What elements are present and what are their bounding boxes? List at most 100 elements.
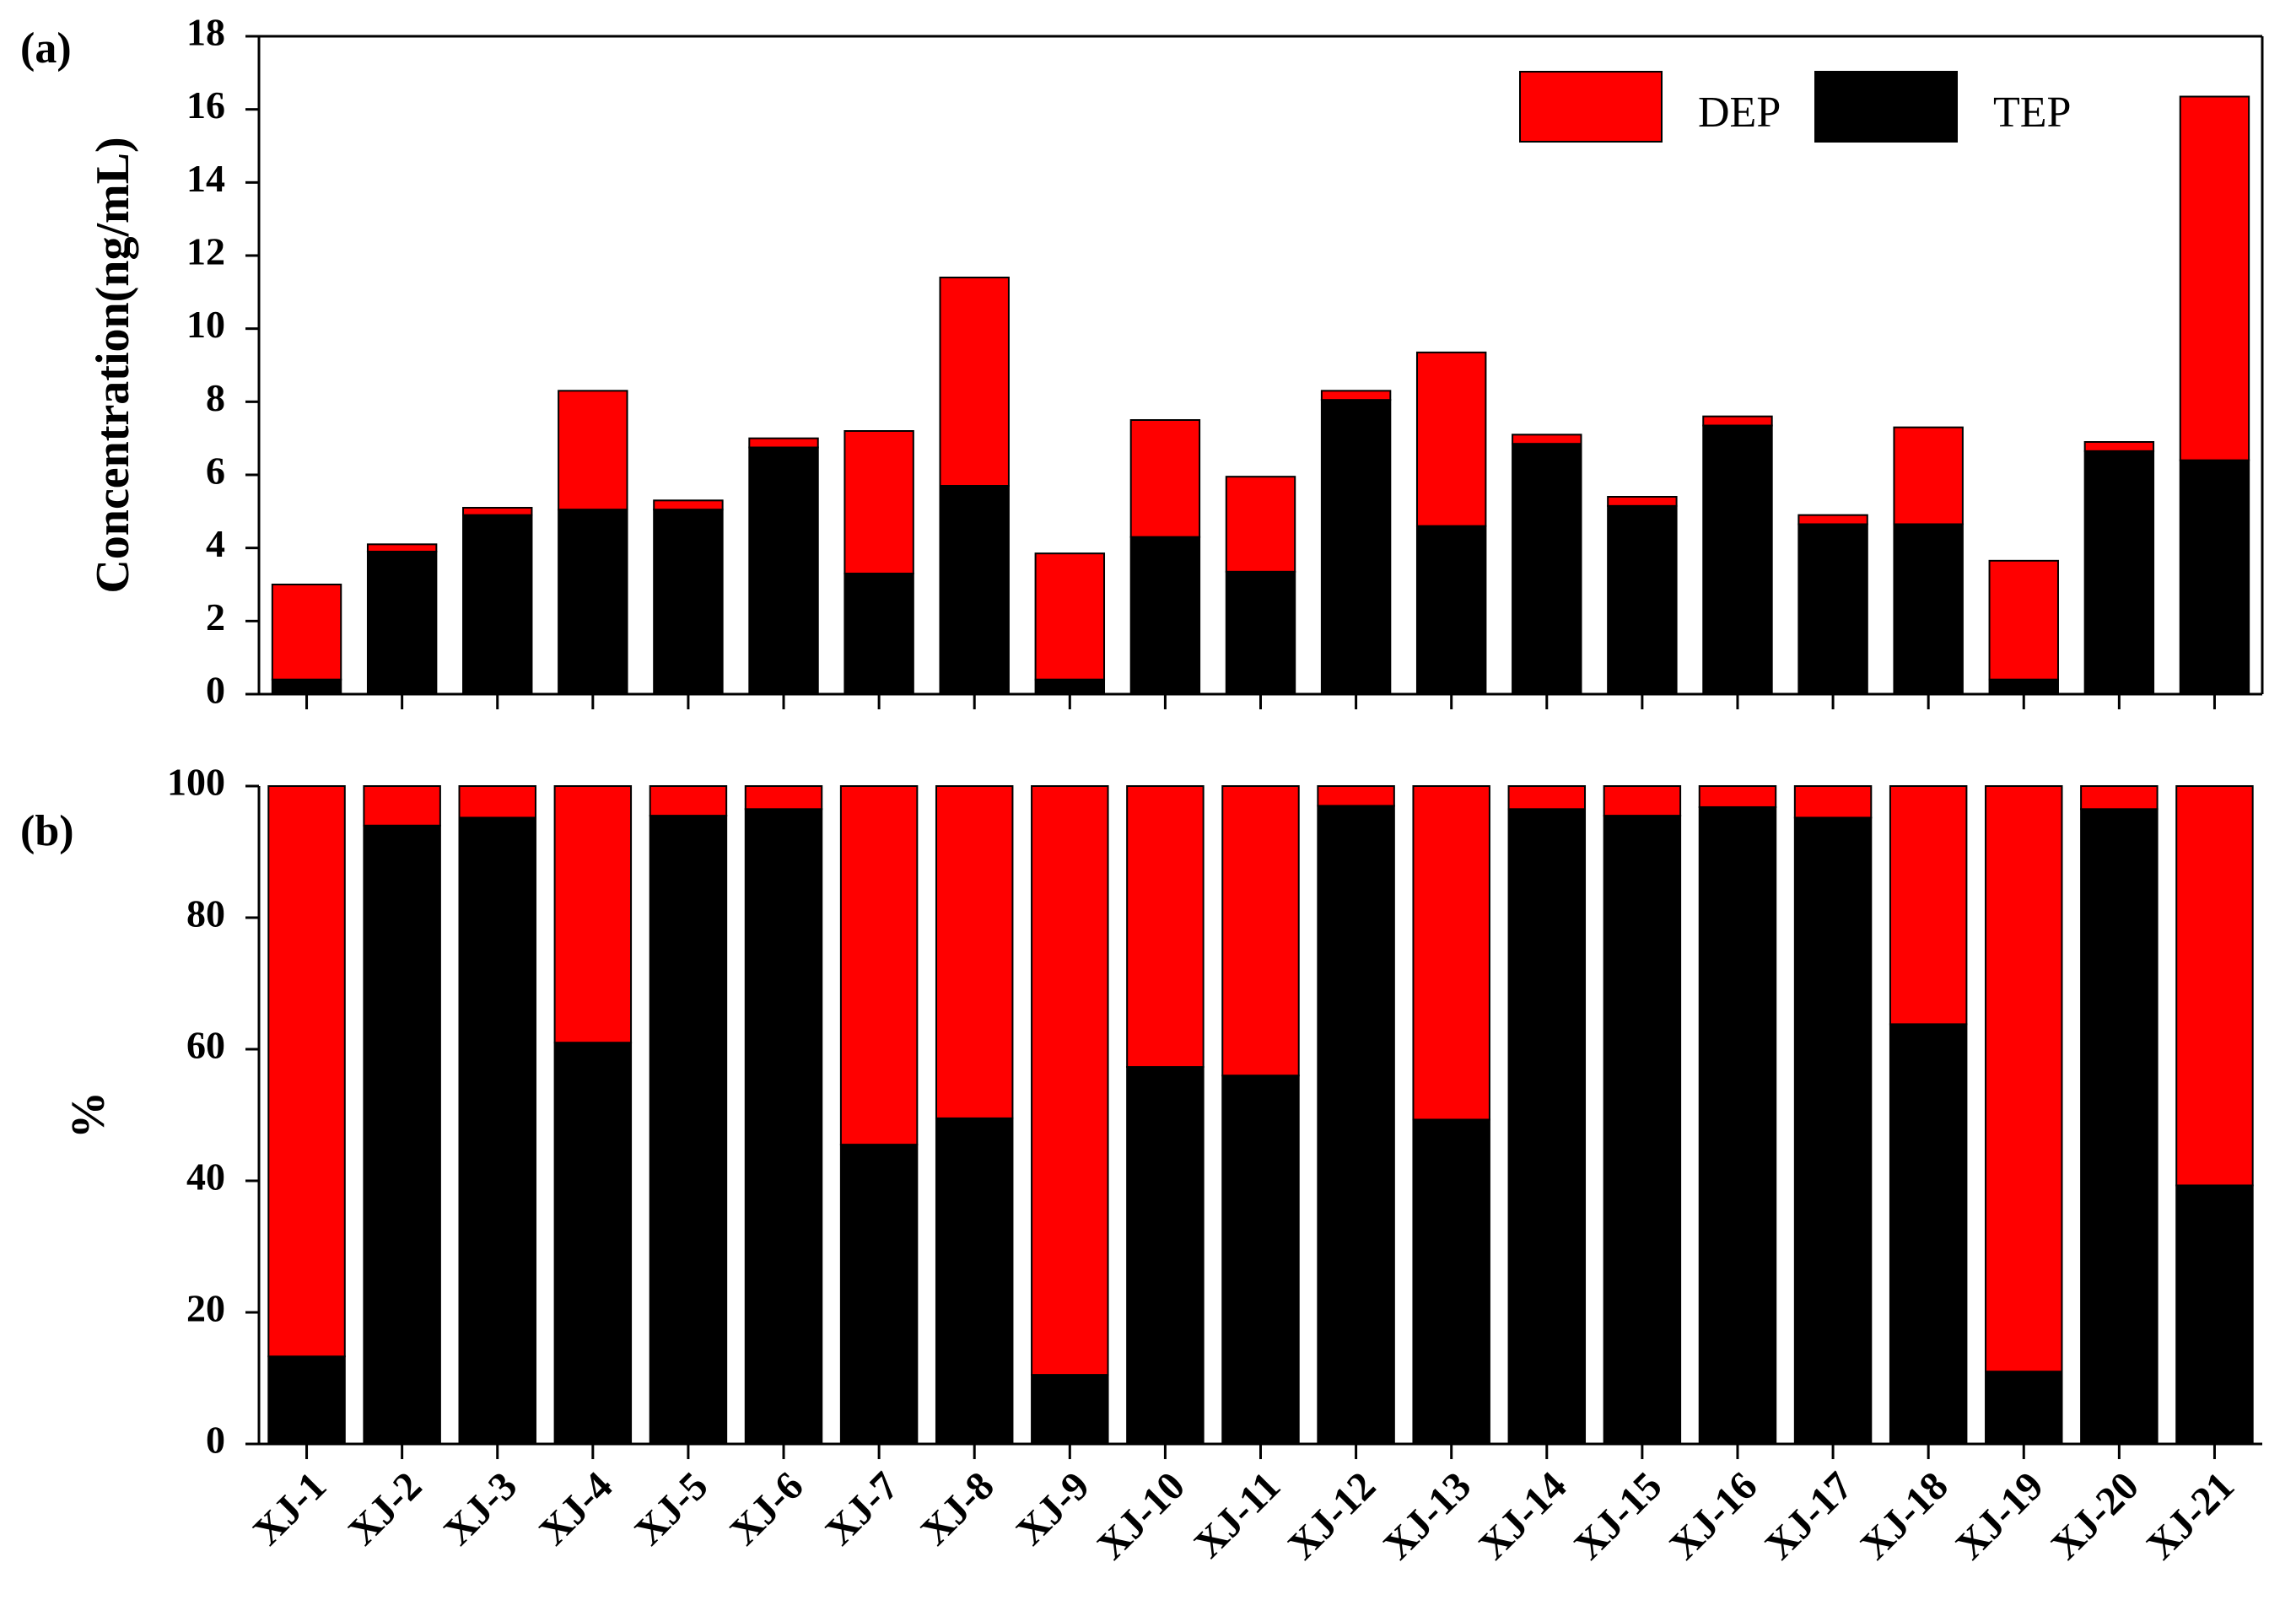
bar-segment (843, 573, 914, 695)
bar-segment (748, 446, 819, 695)
bar-segment (1225, 570, 1296, 695)
bar-segment (1034, 678, 1106, 696)
bar-segment (839, 785, 919, 1146)
y-axis-label: Concentration(ng/mL) (87, 137, 139, 593)
bar-segment (935, 785, 1014, 1119)
y-tick-label: 10 (186, 303, 225, 346)
bar-segment (558, 390, 628, 511)
bar-segment (1793, 785, 1873, 819)
bar-segment (1512, 434, 1582, 445)
bar-segment (939, 277, 1010, 487)
bar-segment (363, 785, 441, 827)
bar-segment (1793, 816, 1873, 1445)
bar-segment (1889, 785, 1968, 1026)
bar-segment (271, 678, 342, 696)
y-tick-label: 100 (167, 761, 225, 804)
bar-segment (558, 509, 628, 696)
bar-segment (1702, 415, 1773, 427)
bar-segment (1985, 785, 2063, 1373)
bar-segment (458, 816, 536, 1445)
bar-segment (2083, 450, 2155, 695)
bar-segment (1320, 390, 1392, 401)
bar-segment (1221, 785, 1300, 1077)
bar-segment (267, 1355, 346, 1446)
x-tick-label: XJ-1 (245, 1463, 335, 1554)
y-tick-label: 12 (186, 230, 225, 273)
bar-segment (2179, 459, 2250, 696)
y-tick-label: 18 (186, 11, 225, 54)
x-tick-label: XJ-19 (1948, 1463, 2052, 1568)
x-tick-label: XJ-11 (1186, 1463, 1289, 1566)
bar-segment (1988, 678, 2059, 696)
bar-segment (1221, 1075, 1300, 1445)
y-tick-label: 8 (206, 376, 225, 419)
y-tick-label: 6 (206, 450, 225, 493)
x-tick-label: XJ-4 (531, 1463, 621, 1554)
bar-segment (1507, 785, 1587, 811)
bar-segment (366, 551, 438, 695)
bar-segment (2179, 95, 2250, 461)
x-tick-label: XJ-5 (626, 1463, 716, 1554)
bar-segment (1225, 476, 1296, 573)
bar-segment (649, 785, 728, 817)
bar-segment (1797, 514, 1868, 525)
legend-label: DEP (1698, 89, 1781, 137)
bar-segment (744, 808, 823, 1445)
y-tick-label: 0 (206, 1419, 225, 1462)
x-tick-label: XJ-15 (1566, 1463, 1670, 1568)
x-tick-label: XJ-12 (1280, 1463, 1384, 1568)
bar-segment (748, 437, 819, 449)
x-tick-label: XJ-14 (1470, 1463, 1575, 1568)
bar-segment (1698, 785, 1777, 808)
bar-segment (553, 1042, 633, 1445)
y-tick-label: 2 (206, 595, 225, 638)
bar-segment (1317, 805, 1395, 1445)
legend-swatch (1814, 71, 1958, 143)
x-tick-label: XJ-18 (1852, 1463, 1957, 1568)
y-tick-label: 40 (186, 1155, 225, 1199)
bar-segment (1985, 1371, 2063, 1445)
bar-segment (462, 507, 533, 516)
y-tick-label: 16 (186, 83, 225, 127)
bar-segment (843, 430, 914, 574)
bar-segment (1698, 805, 1777, 1445)
x-tick-label: XJ-9 (1008, 1463, 1098, 1554)
bar-segment (1607, 496, 1678, 507)
bar-segment (839, 1144, 919, 1445)
x-tick-label: XJ-6 (721, 1463, 811, 1554)
y-tick-label: 80 (186, 892, 225, 935)
bar-segment (653, 509, 724, 696)
bar-segment (366, 543, 438, 552)
bar-segment (1129, 419, 1201, 538)
x-tick-label: XJ-21 (2138, 1463, 2243, 1568)
y-tick-label: 0 (206, 669, 225, 712)
bar-segment (1893, 426, 1964, 525)
bar-segment (1512, 443, 1582, 696)
bar-segment (1607, 504, 1678, 695)
bar-segment (458, 785, 536, 819)
bar-segment (744, 785, 823, 811)
y-axis-label: % (62, 1091, 115, 1139)
bar-segment (935, 1117, 1014, 1446)
bar-segment (2080, 808, 2159, 1445)
x-tick-label: XJ-16 (1661, 1463, 1765, 1568)
bar-segment (363, 824, 441, 1445)
bar-segment (1412, 1118, 1490, 1445)
bar-segment (553, 785, 633, 1044)
bar-segment (939, 485, 1010, 695)
legend-swatch (1519, 71, 1663, 143)
y-tick-label: 14 (186, 157, 225, 200)
y-tick-label: 4 (206, 522, 225, 565)
bar-segment (2083, 441, 2155, 452)
bar-segment (1126, 1066, 1205, 1446)
panel-label: (b) (20, 807, 74, 855)
bar-segment (1603, 815, 1682, 1445)
x-tick-label: XJ-3 (435, 1463, 525, 1554)
x-tick-label: XJ-2 (340, 1463, 430, 1554)
y-tick-label: 60 (186, 1024, 225, 1067)
x-tick-label: XJ-20 (2043, 1463, 2148, 1568)
bar-segment (1320, 399, 1392, 695)
x-tick-label: XJ-17 (1756, 1463, 1861, 1568)
